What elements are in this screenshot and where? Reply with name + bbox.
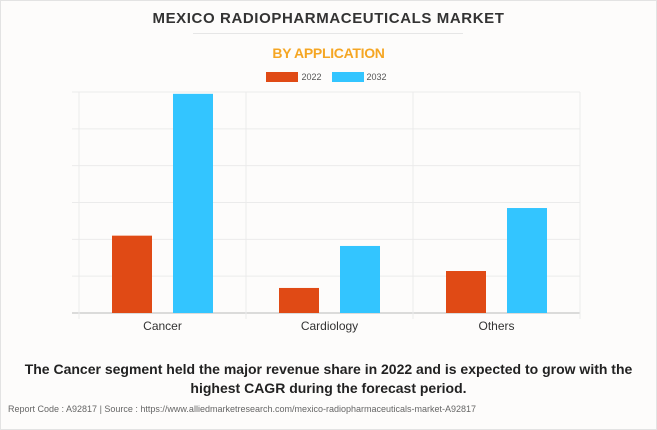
legend-swatch-2022 <box>266 72 299 82</box>
chart-caption: The Cancer segment held the major revenu… <box>24 361 633 396</box>
bar-cancer-2022[interactable] <box>112 235 152 313</box>
legend-swatch-2032 <box>331 72 364 82</box>
legend: 2022 2032 <box>0 72 657 82</box>
bar-chart-plot: Cancer Cardiology Others <box>72 91 581 333</box>
title-divider <box>193 33 463 34</box>
bar-cardiology-2022[interactable] <box>279 287 319 313</box>
legend-item-2032[interactable]: 2032 <box>331 72 387 82</box>
chart-title: MEXICO RADIOPHARMACEUTICALS MARKET <box>152 10 505 27</box>
bar-others-2022[interactable] <box>446 271 486 313</box>
legend-item-2022[interactable]: 2022 <box>266 72 322 82</box>
source-footer: Report Code : A92817 | Source : https://… <box>8 404 477 414</box>
x-tick-label: Cancer <box>143 319 182 333</box>
legend-label-2022: 2022 <box>301 72 322 82</box>
chart-subtitle: BY APPLICATION <box>272 45 385 61</box>
x-tick-label: Others <box>478 319 514 333</box>
bar-cancer-2032[interactable] <box>173 93 213 313</box>
bar-cardiology-2032[interactable] <box>340 245 380 313</box>
legend-label-2032: 2032 <box>366 72 387 82</box>
x-tick-label: Cardiology <box>301 319 358 333</box>
bar-others-2032[interactable] <box>507 208 547 313</box>
